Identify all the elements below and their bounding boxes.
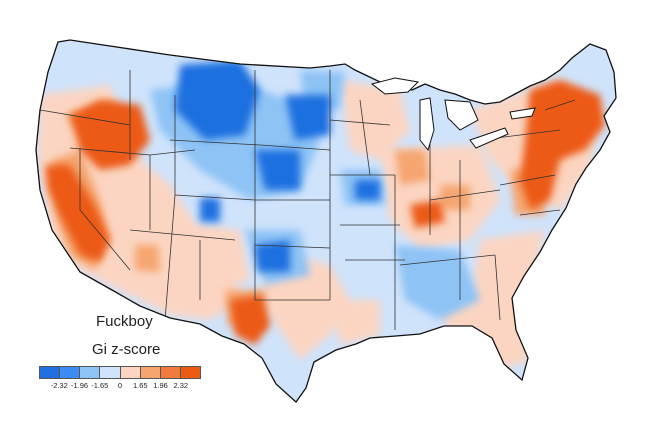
legend-swatch-8	[180, 367, 200, 378]
coldspot-missouri	[355, 180, 380, 200]
legend-tick-labels: -2.32 -1.96 -1.65 0 1.65 1.96 2.32	[39, 379, 201, 393]
map-title: Fuckboy	[96, 313, 153, 330]
legend-tick-label: -1.96	[70, 381, 89, 390]
legend-tick-label: -1.65	[91, 381, 109, 390]
legend-tick-label: 1.65	[132, 381, 148, 390]
lake-ontario	[509, 107, 536, 120]
state-borders	[39, 70, 576, 330]
lake-michigan	[419, 97, 435, 152]
coldspot-oklahoma	[255, 240, 290, 272]
great-lakes	[370, 77, 536, 152]
coldspot-nebraska	[255, 150, 300, 190]
legend-swatch-5	[120, 367, 141, 378]
legend-tick-label: 1.96	[153, 381, 168, 390]
legend-swatch-1	[40, 367, 61, 378]
coldspot-montana-wyoming	[175, 60, 260, 140]
legend-swatch-6	[140, 367, 161, 378]
color-legend: -2.32 -1.96 -1.65 0 1.65 1.96 2.32	[39, 366, 201, 393]
legend-subtitle: Gi z-score	[92, 341, 161, 358]
zscore-surface	[38, 60, 605, 370]
coldspot-colorado	[200, 198, 220, 222]
legend-tick-label: 2.32	[173, 381, 189, 390]
legend-tick-label: -2.32	[50, 381, 68, 390]
legend-swatch-3	[80, 367, 101, 378]
us-outline	[35, 39, 617, 403]
legend-swatch-7	[160, 367, 181, 378]
legend-tick-label: 0	[117, 381, 123, 390]
lake-superior	[370, 77, 420, 95]
legend-swatch-2	[60, 367, 81, 378]
lake-erie	[469, 127, 509, 149]
legend-swatch-4	[100, 367, 121, 378]
legend-color-bar	[39, 366, 201, 379]
hotspot-california	[45, 165, 110, 262]
hotspot-ohio-valley	[410, 200, 445, 228]
hotspot-west-texas	[230, 295, 270, 345]
lake-huron	[444, 99, 479, 131]
strong-negative-areas	[175, 60, 380, 272]
coldspot-dakotas	[285, 95, 330, 140]
